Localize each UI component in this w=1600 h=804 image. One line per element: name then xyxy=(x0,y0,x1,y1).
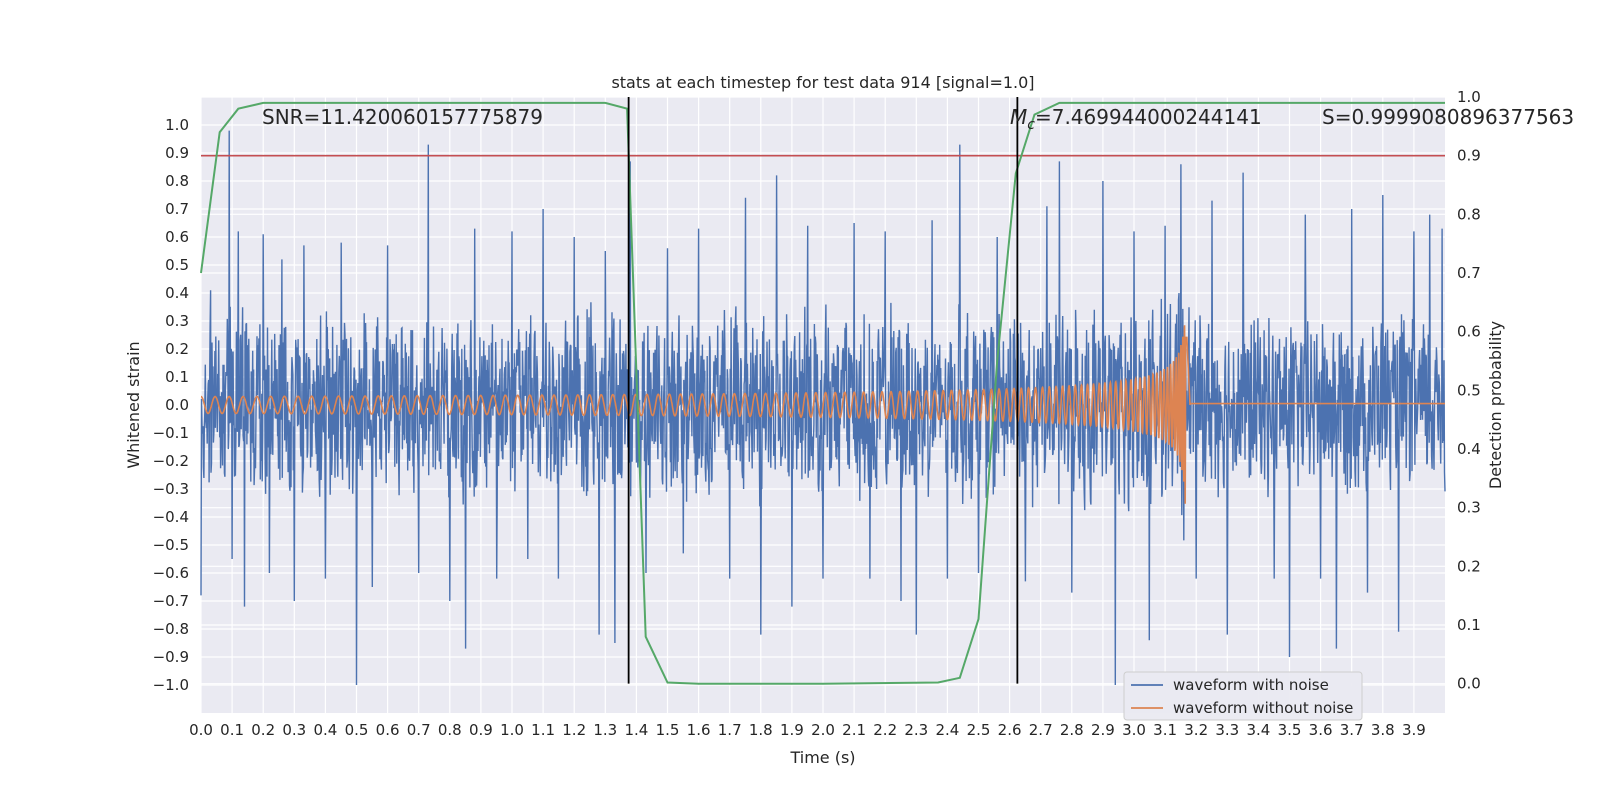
y2-tick-label: 0.4 xyxy=(1457,440,1481,458)
x-tick-label: 2.8 xyxy=(1060,721,1084,739)
y-tick-label: −0.8 xyxy=(153,620,189,638)
y2-tick-label: 0.6 xyxy=(1457,323,1481,341)
x-tick-label: 0.0 xyxy=(189,721,213,739)
x-tick-label: 0.5 xyxy=(345,721,369,739)
y-tick-label: −0.4 xyxy=(153,508,189,526)
y-tick-labels: 1.0 0.9 0.8 0.7 0.6 0.5 0.4 0.3 0.2 0.1 0.0 −0.1 −0.… xyxy=(153,116,189,694)
legend-label-clean: waveform without noise xyxy=(1173,699,1353,717)
y-tick-label: 1.0 xyxy=(165,116,189,134)
x-tick-label: 3.8 xyxy=(1371,721,1395,739)
x-tick-label: 2.2 xyxy=(873,721,897,739)
x-tick-label: 3.2 xyxy=(1184,721,1208,739)
y-tick-label: −0.3 xyxy=(153,480,189,498)
x-tick-label: 3.4 xyxy=(1246,721,1270,739)
x-tick-label: 1.2 xyxy=(562,721,586,739)
y-tick-label: −0.9 xyxy=(153,648,189,666)
x-tick-label: 1.3 xyxy=(593,721,617,739)
x-tick-label: 0.8 xyxy=(438,721,462,739)
y-tick-label: −0.5 xyxy=(153,536,189,554)
y2-tick-label: 0.3 xyxy=(1457,499,1481,517)
x-tick-label: 2.9 xyxy=(1091,721,1115,739)
y-tick-label: 0.0 xyxy=(165,396,189,414)
x-tick-label: 3.1 xyxy=(1153,721,1177,739)
x-tick-label: 1.7 xyxy=(718,721,742,739)
x-tick-label: 3.7 xyxy=(1340,721,1364,739)
x-tick-label: 3.3 xyxy=(1215,721,1239,739)
x-tick-label: 2.0 xyxy=(811,721,835,739)
x-tick-label: 1.6 xyxy=(687,721,711,739)
y-tick-label: −0.6 xyxy=(153,564,189,582)
mc-annotation: Mc=7.469944000244141 xyxy=(1010,105,1262,133)
x-tick-label: 0.4 xyxy=(313,721,337,739)
y-tick-label: 0.2 xyxy=(165,340,189,358)
s-annotation: S=0.9999080896377563 xyxy=(1322,105,1574,129)
x-tick-label: 2.6 xyxy=(998,721,1022,739)
x-tick-label: 1.1 xyxy=(531,721,555,739)
series-layer xyxy=(200,130,1446,686)
y-tick-label: 0.7 xyxy=(165,200,189,218)
y2-tick-label: 1.0 xyxy=(1457,88,1481,106)
legend-box xyxy=(1123,671,1363,721)
chart-title: stats at each timestep for test data 914… xyxy=(611,73,1034,92)
y-tick-label: 0.9 xyxy=(165,144,189,162)
x-tick-label: 2.7 xyxy=(1029,721,1053,739)
y-tick-label: −1.0 xyxy=(153,676,189,694)
x-tick-label: 2.3 xyxy=(904,721,928,739)
x-axis-label: Time (s) xyxy=(789,748,855,767)
legend-label-noise: waveform with noise xyxy=(1173,676,1329,694)
x-tick-label: 0.6 xyxy=(376,721,400,739)
x-tick-label: 3.6 xyxy=(1309,721,1333,739)
overlay-layer xyxy=(200,97,1445,685)
y-tick-label: 0.1 xyxy=(165,368,189,386)
x-tick-label: 1.0 xyxy=(500,721,524,739)
y-tick-label: −0.2 xyxy=(153,452,189,470)
y2-tick-label: 0.0 xyxy=(1457,675,1481,693)
x-tick-label: 3.5 xyxy=(1278,721,1302,739)
x-tick-label: 2.4 xyxy=(935,721,959,739)
x-tick-label: 0.7 xyxy=(407,721,431,739)
x-tick-label: 3.0 xyxy=(1122,721,1146,739)
x-tick-label: 1.5 xyxy=(656,721,680,739)
mc-symbol: M xyxy=(1010,105,1027,129)
x-tick-label: 3.9 xyxy=(1402,721,1426,739)
y-tick-label: 0.4 xyxy=(165,284,189,302)
y2-tick-label: 0.1 xyxy=(1457,616,1481,634)
x-tick-label: 2.1 xyxy=(842,721,866,739)
y2-tick-labels: 1.0 0.9 0.8 0.7 0.6 0.5 0.4 0.3 0.2 0.1 0.0 xyxy=(1457,88,1481,693)
series-waveform-with-noise xyxy=(200,130,1446,686)
x-tick-label: 1.8 xyxy=(749,721,773,739)
series-detection-probability xyxy=(200,101,1445,685)
mc-value: =7.469944000244141 xyxy=(1035,105,1262,129)
x-tick-label: 0.3 xyxy=(282,721,306,739)
y2-tick-label: 0.7 xyxy=(1457,264,1481,282)
x-tick-label: 1.9 xyxy=(780,721,804,739)
y2-tick-label: 0.2 xyxy=(1457,557,1481,575)
y-tick-label: 0.5 xyxy=(165,256,189,274)
y-tick-label: 0.3 xyxy=(165,312,189,330)
y2-axis-label: Detection probability xyxy=(1486,321,1505,489)
y2-tick-label: 0.5 xyxy=(1457,381,1481,399)
y-tick-label: 0.6 xyxy=(165,228,189,246)
x-tick-label: 1.4 xyxy=(624,721,648,739)
y-axis-label: Whitened strain xyxy=(124,341,143,468)
y-tick-label: 0.8 xyxy=(165,172,189,190)
y2-tick-label: 0.9 xyxy=(1457,147,1481,165)
legend: waveform with noise waveform without noi… xyxy=(1123,671,1363,721)
x-tick-label: 0.1 xyxy=(220,721,244,739)
x-tick-label: 0.2 xyxy=(251,721,275,739)
x-tick-label: 0.9 xyxy=(469,721,493,739)
y-tick-label: −0.1 xyxy=(153,424,189,442)
series-waveform-without-noise xyxy=(200,325,1445,504)
y2-tick-label: 0.8 xyxy=(1457,205,1481,223)
mc-subscript: c xyxy=(1027,117,1035,133)
x-tick-label: 2.5 xyxy=(967,721,991,739)
y-tick-label: −0.7 xyxy=(153,592,189,610)
x-tick-labels: 0.0 0.1 0.2 0.3 0.4 0.5 0.6 0.7 0.8 0.9 1.0 1.1 1.2 1… xyxy=(189,721,1426,739)
snr-annotation: SNR=11.420060157775879 xyxy=(262,105,543,129)
